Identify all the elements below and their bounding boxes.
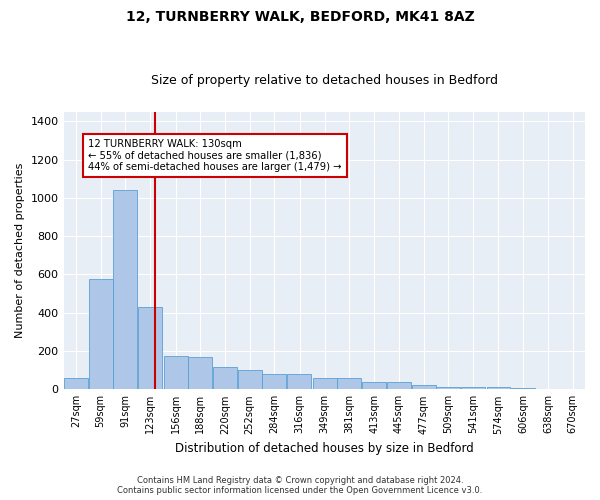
Bar — [89, 280, 113, 390]
Title: Size of property relative to detached houses in Bedford: Size of property relative to detached ho… — [151, 74, 498, 87]
Bar — [412, 386, 436, 390]
Bar — [113, 190, 137, 390]
Bar — [64, 378, 88, 390]
Bar — [262, 374, 286, 390]
Bar — [138, 307, 162, 390]
Bar — [287, 374, 311, 390]
Bar — [188, 357, 212, 390]
Text: Contains HM Land Registry data © Crown copyright and database right 2024.
Contai: Contains HM Land Registry data © Crown c… — [118, 476, 482, 495]
Bar — [164, 356, 188, 390]
Bar — [313, 378, 337, 390]
Bar — [387, 382, 411, 390]
Bar — [213, 368, 237, 390]
Bar — [511, 388, 535, 390]
Text: 12, TURNBERRY WALK, BEDFORD, MK41 8AZ: 12, TURNBERRY WALK, BEDFORD, MK41 8AZ — [125, 10, 475, 24]
Text: 12 TURNBERRY WALK: 130sqm
← 55% of detached houses are smaller (1,836)
44% of se: 12 TURNBERRY WALK: 130sqm ← 55% of detac… — [88, 138, 342, 172]
Bar — [536, 388, 560, 390]
X-axis label: Distribution of detached houses by size in Bedford: Distribution of detached houses by size … — [175, 442, 473, 455]
Bar — [487, 388, 511, 390]
Bar — [238, 370, 262, 390]
Bar — [337, 378, 361, 390]
Y-axis label: Number of detached properties: Number of detached properties — [15, 163, 25, 338]
Bar — [436, 388, 460, 390]
Bar — [362, 382, 386, 390]
Bar — [461, 388, 485, 390]
